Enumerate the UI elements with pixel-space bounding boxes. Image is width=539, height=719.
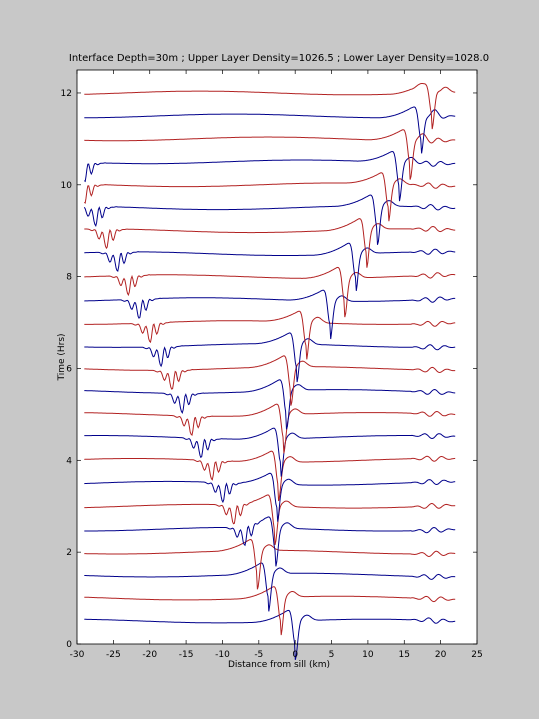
x-tick-label: -5 bbox=[254, 650, 263, 660]
series-line bbox=[84, 332, 456, 383]
y-tick-label: 12 bbox=[61, 89, 72, 99]
y-tick-label: 6 bbox=[66, 364, 72, 374]
x-tick-label: 15 bbox=[399, 650, 410, 660]
series-line bbox=[84, 494, 456, 546]
series-line bbox=[84, 266, 456, 318]
series-line bbox=[84, 516, 456, 567]
series-line bbox=[83, 150, 456, 202]
x-tick-label: 10 bbox=[362, 650, 374, 660]
x-axis: -30 -25 -20 -15 -10 -5 0 5 10 15 20 25 bbox=[70, 70, 483, 660]
series-line bbox=[84, 129, 456, 180]
x-tick-label: -20 bbox=[142, 650, 157, 660]
series-line bbox=[84, 472, 456, 522]
series-line bbox=[84, 289, 456, 340]
axes-frame bbox=[76, 69, 478, 645]
y-tick-label: 8 bbox=[66, 273, 72, 283]
y-tick-label: 2 bbox=[66, 548, 72, 558]
series-line bbox=[83, 172, 456, 222]
chart-title: Interface Depth=30m ; Upper Layer Densit… bbox=[69, 53, 489, 64]
x-tick-label: -10 bbox=[215, 650, 230, 660]
y-axis-label: Time (Hrs) bbox=[57, 333, 67, 381]
series-line bbox=[84, 355, 456, 406]
series-line bbox=[84, 538, 456, 590]
series-layer bbox=[83, 83, 456, 661]
series-line bbox=[84, 427, 456, 477]
series-line bbox=[84, 450, 456, 502]
axes-background bbox=[77, 70, 477, 644]
series-line bbox=[83, 194, 456, 245]
series-line bbox=[84, 218, 456, 268]
x-axis-label: Distance from sill (km) bbox=[228, 660, 330, 670]
series-line bbox=[84, 310, 456, 360]
x-tick-label: 5 bbox=[329, 650, 335, 660]
series-line bbox=[84, 586, 456, 636]
y-tick-label: 4 bbox=[66, 456, 72, 466]
x-tick-label: 0 bbox=[292, 650, 298, 660]
y-tick-label: 0 bbox=[66, 640, 72, 650]
x-tick-label: -25 bbox=[106, 650, 121, 660]
series-line bbox=[84, 562, 456, 612]
x-tick-label: 20 bbox=[435, 650, 447, 660]
series-line bbox=[84, 242, 456, 291]
series-line bbox=[84, 379, 456, 430]
x-tick-label: -30 bbox=[70, 650, 85, 660]
x-tick-label: 25 bbox=[471, 650, 482, 660]
y-tick-label: 10 bbox=[61, 181, 73, 191]
series-line bbox=[84, 403, 456, 454]
series-line bbox=[84, 83, 456, 130]
series-line bbox=[84, 106, 456, 154]
x-tick-label: -15 bbox=[179, 650, 194, 660]
series-line bbox=[84, 609, 456, 661]
y-axis: 0 2 4 6 8 10 12 bbox=[61, 89, 477, 650]
